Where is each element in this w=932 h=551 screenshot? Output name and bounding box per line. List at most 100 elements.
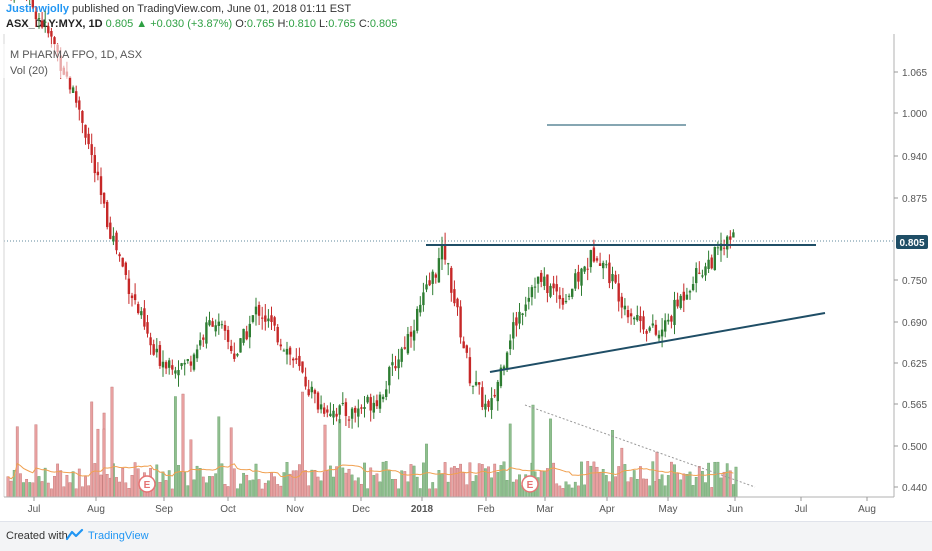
candle	[342, 403, 344, 404]
earnings-marker[interactable]: E	[139, 476, 155, 492]
volume-bar	[100, 475, 102, 497]
volume-bar	[314, 470, 316, 497]
volume-bar	[202, 477, 204, 497]
volume-bar	[512, 482, 514, 497]
volume-bar	[196, 466, 198, 497]
volume-bar	[252, 480, 254, 497]
candle	[602, 263, 604, 268]
price-tick-label: 0.440	[902, 483, 927, 494]
volume-bar	[624, 464, 626, 497]
volume-bar	[177, 465, 179, 497]
volume-bar	[44, 468, 46, 497]
volume-bar	[7, 477, 9, 497]
earnings-marker[interactable]: E	[522, 476, 538, 492]
candle	[87, 134, 89, 144]
volume-bar	[351, 475, 353, 497]
volume-bar	[376, 474, 378, 497]
volume-bar	[326, 471, 328, 497]
volume-bar	[87, 486, 89, 497]
candle	[53, 37, 55, 44]
volume-bar	[66, 475, 68, 497]
candle	[664, 320, 666, 331]
candle	[466, 345, 468, 353]
candle	[153, 344, 155, 355]
volume-bar	[611, 430, 613, 497]
candle	[295, 358, 297, 360]
volume-bar	[543, 471, 545, 497]
candle	[525, 305, 527, 311]
volume-bar	[596, 467, 598, 497]
candle	[726, 237, 728, 250]
time-tick-label: Feb	[477, 504, 495, 515]
volume-bar	[199, 468, 201, 497]
candle	[246, 331, 248, 339]
price-chart[interactable]: E E 1.0651.0000.9400.8750.7500.6900.6250.…	[0, 0, 932, 521]
candle	[106, 202, 108, 227]
candle	[323, 407, 325, 413]
candle	[611, 274, 613, 281]
time-tick-label: Aug	[858, 504, 876, 515]
volume-bar	[258, 479, 260, 497]
volume-bar	[391, 479, 393, 497]
candle	[224, 325, 226, 331]
candle	[366, 397, 368, 403]
candle	[621, 297, 623, 308]
candle	[199, 340, 201, 345]
candle	[122, 258, 124, 267]
candle	[453, 289, 455, 303]
tradingview-brand-link[interactable]: TradingView	[88, 530, 149, 542]
price-tick-label: 0.565	[902, 400, 927, 411]
volume-bar	[69, 483, 71, 497]
volume-bar	[422, 463, 424, 497]
price-tick-label: 1.065	[902, 68, 927, 79]
candle	[109, 223, 111, 239]
candle	[264, 315, 266, 321]
volume-bar	[720, 478, 722, 497]
candle	[184, 363, 186, 364]
volume-bar	[410, 464, 412, 497]
volume-bar	[60, 471, 62, 497]
candle	[521, 314, 523, 315]
volume-bar	[388, 470, 390, 497]
candle	[711, 258, 713, 269]
candle	[571, 289, 573, 297]
candle	[490, 398, 492, 410]
candle	[686, 295, 688, 300]
volume-bar	[348, 469, 350, 497]
candle	[44, 22, 46, 23]
candle	[134, 294, 136, 300]
volume-bar	[118, 482, 120, 497]
volume-bar	[335, 467, 337, 497]
candle	[84, 125, 86, 138]
candle	[249, 324, 251, 337]
candle	[205, 322, 207, 343]
candle	[379, 395, 381, 409]
candle	[388, 367, 390, 385]
volume-bar	[673, 465, 675, 497]
candle	[308, 389, 310, 395]
time-tick-label: May	[659, 504, 678, 515]
volume-bar	[726, 464, 728, 497]
tradingview-logo-icon	[66, 528, 84, 542]
volume-bar	[32, 483, 34, 497]
volume-bar	[639, 466, 641, 497]
support-trendline[interactable]	[490, 313, 825, 372]
candle	[335, 414, 337, 417]
volume-bar	[509, 424, 511, 497]
time-tick-label: Jul	[795, 504, 808, 515]
candle	[376, 400, 378, 406]
volume-bar	[131, 475, 133, 497]
candle	[618, 283, 620, 301]
price-axis[interactable]: 1.0651.0000.9400.8750.7500.6900.6250.565…	[894, 68, 927, 494]
candle	[562, 298, 564, 305]
volume-bar	[357, 478, 359, 497]
candle	[242, 329, 244, 343]
volume-bar	[602, 469, 604, 497]
candle	[441, 245, 443, 259]
candle	[518, 312, 520, 324]
volume-bar	[556, 484, 558, 497]
volume-label: Vol (20)	[10, 65, 48, 77]
volume-bar	[689, 472, 691, 497]
volume-bar	[642, 479, 644, 497]
